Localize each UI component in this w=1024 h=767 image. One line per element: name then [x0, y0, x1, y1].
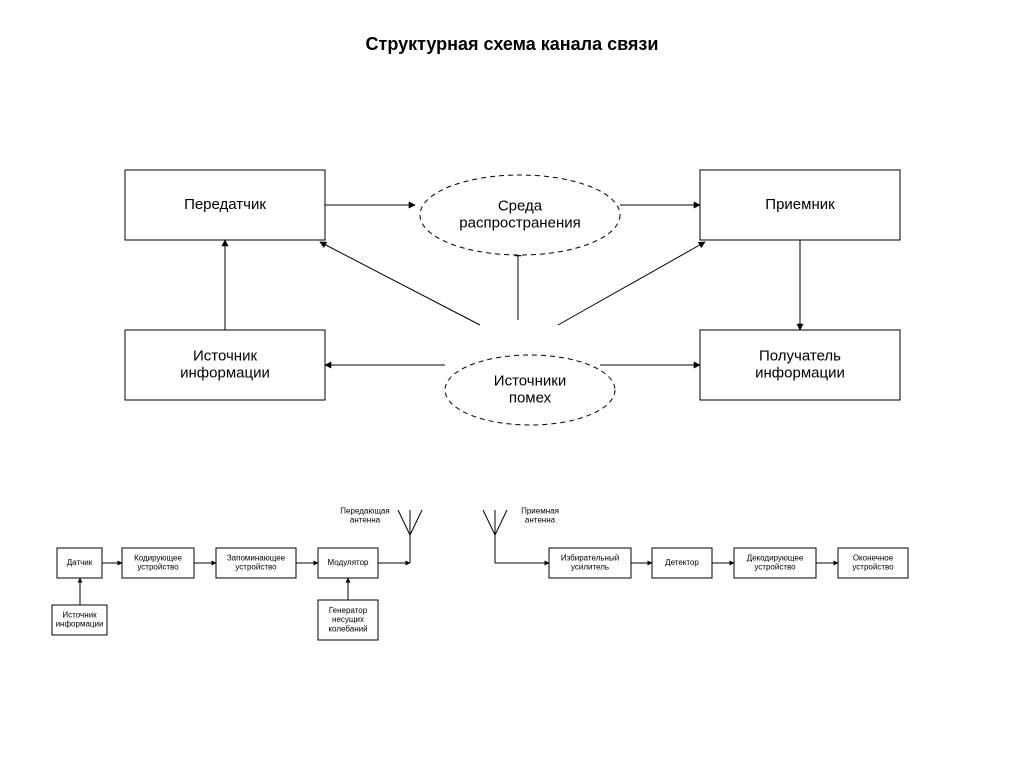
svg-text:распространения: распространения — [459, 215, 580, 232]
svg-text:устройство: устройство — [852, 563, 894, 572]
edge-noise-transmitter — [320, 242, 480, 325]
svg-text:Декодирующее: Декодирующее — [747, 554, 804, 563]
svg-text:Передатчик: Передатчик — [184, 196, 266, 213]
svg-text:устройство: устройство — [754, 563, 796, 572]
svg-text:Приемник: Приемник — [765, 196, 835, 213]
svg-text:Запоминающее: Запоминающее — [227, 554, 286, 563]
svg-text:Датчик: Датчик — [67, 558, 93, 567]
svg-text:информации: информации — [56, 620, 104, 629]
svg-text:Детектор: Детектор — [665, 558, 699, 567]
svg-text:Кодирующее: Кодирующее — [134, 554, 182, 563]
svg-text:антенна: антенна — [350, 516, 381, 525]
svg-text:Получатель: Получатель — [759, 347, 841, 364]
svg-text:Оконечное: Оконечное — [853, 554, 894, 563]
svg-text:устройство: устройство — [137, 563, 179, 572]
svg-text:Источник: Источник — [62, 611, 97, 620]
svg-text:Среда: Среда — [498, 197, 543, 214]
svg-text:информации: информации — [755, 365, 845, 382]
svg-text:Передающая: Передающая — [340, 507, 389, 516]
svg-text:Источники: Источники — [494, 372, 566, 389]
diagram-canvas: Структурная схема канала связи Передатчик… — [0, 0, 1024, 767]
svg-text:антенна: антенна — [525, 516, 556, 525]
svg-text:Модулятор: Модулятор — [328, 558, 370, 567]
svg-text:Избирательный: Избирательный — [561, 554, 619, 563]
svg-text:помех: помех — [509, 390, 552, 407]
svg-text:информации: информации — [180, 365, 270, 382]
svg-text:Приемная: Приемная — [521, 507, 559, 516]
edge-noise-receiver — [558, 242, 705, 325]
svg-text:усилитель: усилитель — [571, 563, 609, 572]
svg-text:колебаний: колебаний — [328, 624, 367, 633]
svg-text:Источник: Источник — [193, 347, 257, 364]
svg-text:устройство: устройство — [235, 563, 277, 572]
svg-text:несущих: несущих — [332, 615, 364, 624]
svg-text:Генератор: Генератор — [329, 606, 368, 615]
diagram-title: Структурная схема канала связи — [366, 34, 659, 54]
